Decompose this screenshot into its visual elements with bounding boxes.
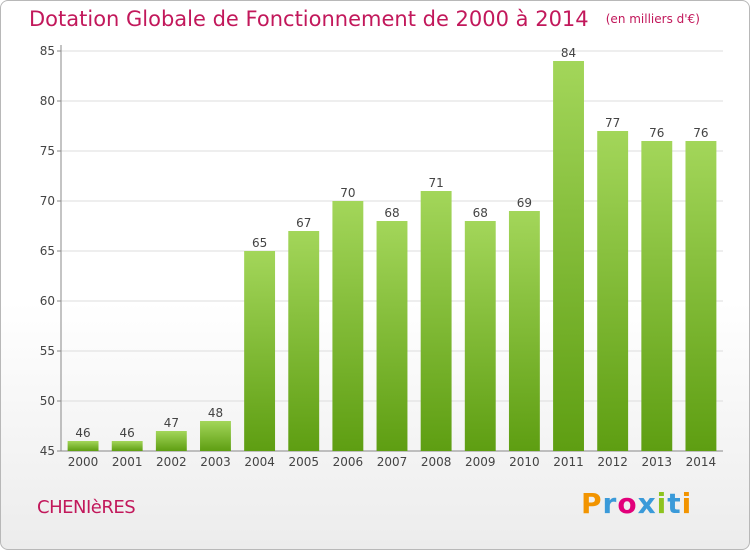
data-label: 65 — [252, 236, 267, 250]
x-tick-label: 2002 — [156, 455, 187, 469]
logo-letter: P — [581, 487, 603, 520]
x-tick-label: 2012 — [597, 455, 628, 469]
x-tick-label: 2007 — [377, 455, 408, 469]
data-label: 47 — [164, 416, 179, 430]
bar-2003 — [200, 421, 231, 451]
x-tick-label: 2009 — [465, 455, 496, 469]
data-label: 77 — [605, 116, 620, 130]
bar-2013 — [641, 141, 673, 451]
data-label: 68 — [384, 206, 399, 220]
data-label: 76 — [693, 126, 708, 140]
logo-letter: t — [667, 487, 682, 520]
chart-subtitle: (en milliers d'€) — [605, 12, 700, 26]
x-tick-label: 2010 — [509, 455, 540, 469]
x-tick-label: 2013 — [642, 455, 673, 469]
bar-2009 — [464, 221, 496, 451]
data-label: 76 — [649, 126, 664, 140]
y-tick-label: 55 — [40, 344, 55, 358]
logo-letter: o — [617, 487, 638, 520]
bar-2014 — [685, 141, 717, 451]
y-tick-label: 85 — [40, 44, 55, 58]
bars — [67, 61, 717, 451]
y-tick-label: 80 — [40, 94, 55, 108]
bar-2002 — [155, 431, 187, 451]
logo-letter: x — [637, 487, 657, 520]
data-label: 46 — [75, 426, 90, 440]
bar-2011 — [553, 61, 584, 451]
bar-2008 — [420, 191, 452, 451]
data-label: 68 — [473, 206, 488, 220]
x-tick-label: 2006 — [333, 455, 364, 469]
bar-2010 — [508, 211, 540, 451]
data-label: 71 — [428, 176, 443, 190]
x-tick-label: 2000 — [68, 455, 99, 469]
x-tick-label: 2005 — [288, 455, 319, 469]
y-tick-label: 65 — [40, 244, 55, 258]
logo-letter: i — [656, 487, 668, 520]
proxiti-logo: Proxiti — [581, 487, 692, 520]
logo-letter: r — [602, 487, 618, 520]
y-tick-label: 75 — [40, 144, 55, 158]
labels: 46 2000 46 2001 47 2002 48 2003 65 2004 67 2005 70 20… — [68, 46, 716, 469]
x-tick-label: 2001 — [112, 455, 143, 469]
y-tick-label: 60 — [40, 294, 55, 308]
data-label: 67 — [296, 216, 311, 230]
x-tick-label: 2004 — [244, 455, 275, 469]
x-tick-label: 2003 — [200, 455, 231, 469]
data-label: 69 — [517, 196, 532, 210]
y-tick-label: 45 — [40, 444, 55, 458]
data-label: 48 — [208, 406, 223, 420]
x-tick-label: 2014 — [686, 455, 717, 469]
bar-2001 — [111, 441, 143, 451]
y-tick-label: 70 — [40, 194, 55, 208]
data-label: 70 — [340, 186, 355, 200]
chart-title: Dotation Globale de Fonctionnement de 20… — [29, 7, 589, 31]
x-tick-label: 2011 — [553, 455, 584, 469]
bar-2012 — [597, 131, 629, 451]
bar-2004 — [244, 251, 276, 451]
bar-2007 — [376, 221, 408, 451]
logo-letter: i — [681, 487, 693, 520]
commune-name: CHENIèRES — [37, 497, 136, 518]
title-row: Dotation Globale de Fonctionnement de 20… — [29, 7, 700, 31]
bar-2005 — [288, 231, 320, 451]
x-tick-label: 2008 — [421, 455, 452, 469]
y-tick-label: 50 — [40, 394, 55, 408]
data-label: 84 — [561, 46, 576, 60]
bar-2000 — [67, 441, 99, 451]
data-label: 46 — [120, 426, 135, 440]
bar-2006 — [332, 201, 364, 451]
